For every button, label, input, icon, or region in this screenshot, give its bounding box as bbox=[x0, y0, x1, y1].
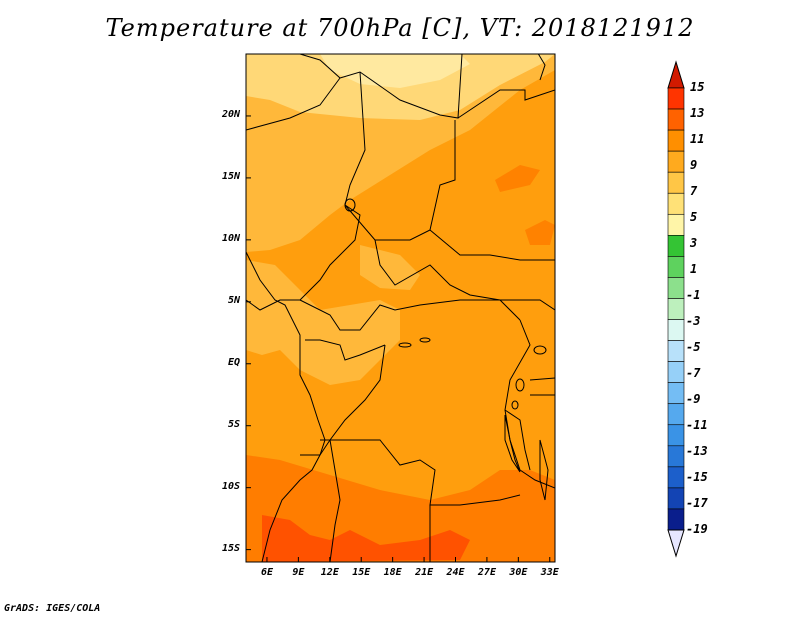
colorbar-label: 7 bbox=[690, 184, 698, 198]
colorbar-label: 13 bbox=[690, 106, 705, 120]
colorbar-label: -17 bbox=[686, 496, 708, 510]
lat-label: EQ bbox=[228, 356, 241, 368]
colorbar-label: 15 bbox=[690, 80, 705, 94]
lon-label: 18E bbox=[383, 567, 402, 578]
field-hotspot-e bbox=[525, 220, 555, 245]
lat-label: 5S bbox=[228, 418, 241, 430]
lon-label: 15E bbox=[352, 567, 371, 578]
lon-label: 30E bbox=[509, 567, 528, 578]
field-patch-7-9 bbox=[246, 260, 400, 385]
colorbar-label: -11 bbox=[686, 418, 708, 432]
colorbar-cell bbox=[667, 171, 685, 194]
colorbar-max-arrow bbox=[667, 60, 685, 89]
colorbar-cell bbox=[667, 277, 685, 299]
colorbar-cell bbox=[667, 150, 685, 173]
colorbar-cell bbox=[667, 319, 685, 341]
colorbar-label: 11 bbox=[690, 132, 705, 146]
colorbar-label: -1 bbox=[686, 288, 701, 302]
lat-label: 20N bbox=[222, 108, 241, 120]
colorbar-cell bbox=[667, 129, 685, 152]
colorbar-cell bbox=[667, 235, 685, 257]
colorbar-cell bbox=[667, 445, 685, 468]
lon-label: 21E bbox=[415, 567, 434, 578]
colorbar-cell bbox=[667, 192, 685, 215]
lat-label: 10N bbox=[222, 232, 241, 244]
colorbar-cell bbox=[667, 213, 685, 236]
lon-label: 24E bbox=[446, 567, 465, 578]
colorbar-label: 9 bbox=[690, 158, 698, 172]
colorbar-cell bbox=[667, 403, 685, 426]
colorbar-label: 3 bbox=[690, 236, 698, 250]
colorbar-label: -7 bbox=[686, 366, 701, 380]
colorbar-label: 1 bbox=[690, 262, 698, 276]
axis-ticks bbox=[246, 115, 551, 562]
lakes bbox=[344, 198, 549, 501]
lat-label: 10S bbox=[222, 480, 241, 492]
colorbar-label: -13 bbox=[686, 444, 708, 458]
colorbar-cell bbox=[667, 108, 685, 131]
coastline bbox=[246, 54, 546, 562]
colorbar-cell bbox=[667, 256, 685, 278]
colorbar-cell bbox=[667, 424, 685, 447]
map-frame bbox=[245, 53, 556, 563]
lon-label: 6E bbox=[260, 567, 273, 578]
colorbar-cell bbox=[667, 87, 685, 110]
lat-label: 5N bbox=[228, 294, 241, 306]
colorbar-label: -9 bbox=[686, 392, 701, 406]
chart-title: Temperature at 700hPa [C], VT: 201812191… bbox=[105, 14, 695, 42]
colorbar-cell bbox=[667, 487, 685, 510]
lon-label: 33E bbox=[540, 567, 559, 578]
colorbar-cell bbox=[667, 298, 685, 320]
field-band-13-15 bbox=[262, 515, 470, 562]
colorbar-cell bbox=[667, 466, 685, 489]
country-borders bbox=[246, 54, 555, 562]
lat-label: 15N bbox=[222, 170, 241, 182]
colorbar-cell bbox=[667, 508, 685, 531]
lon-label: 9E bbox=[292, 567, 305, 578]
colorbar-cell bbox=[667, 340, 685, 362]
lat-label: 15S bbox=[222, 542, 241, 554]
field-band-3-5 bbox=[320, 54, 470, 88]
colorbar-cell bbox=[667, 382, 685, 405]
temperature-field bbox=[246, 54, 555, 562]
colorbar-label: -3 bbox=[686, 314, 701, 328]
colorbar-label: -15 bbox=[686, 470, 708, 484]
colorbar-label: -19 bbox=[686, 522, 708, 536]
field-band-11-13 bbox=[246, 455, 555, 562]
colorbar bbox=[667, 60, 685, 558]
field-hotspot-ne bbox=[495, 165, 540, 192]
lon-label: 27E bbox=[477, 567, 496, 578]
colorbar-label: -5 bbox=[686, 340, 701, 354]
colorbar-min-arrow bbox=[667, 529, 685, 558]
colorbar-label: 5 bbox=[690, 210, 698, 224]
lon-label: 12E bbox=[320, 567, 339, 578]
grads-credit: GrADS: IGES/COLA bbox=[4, 603, 101, 614]
colorbar-cell bbox=[667, 361, 685, 383]
